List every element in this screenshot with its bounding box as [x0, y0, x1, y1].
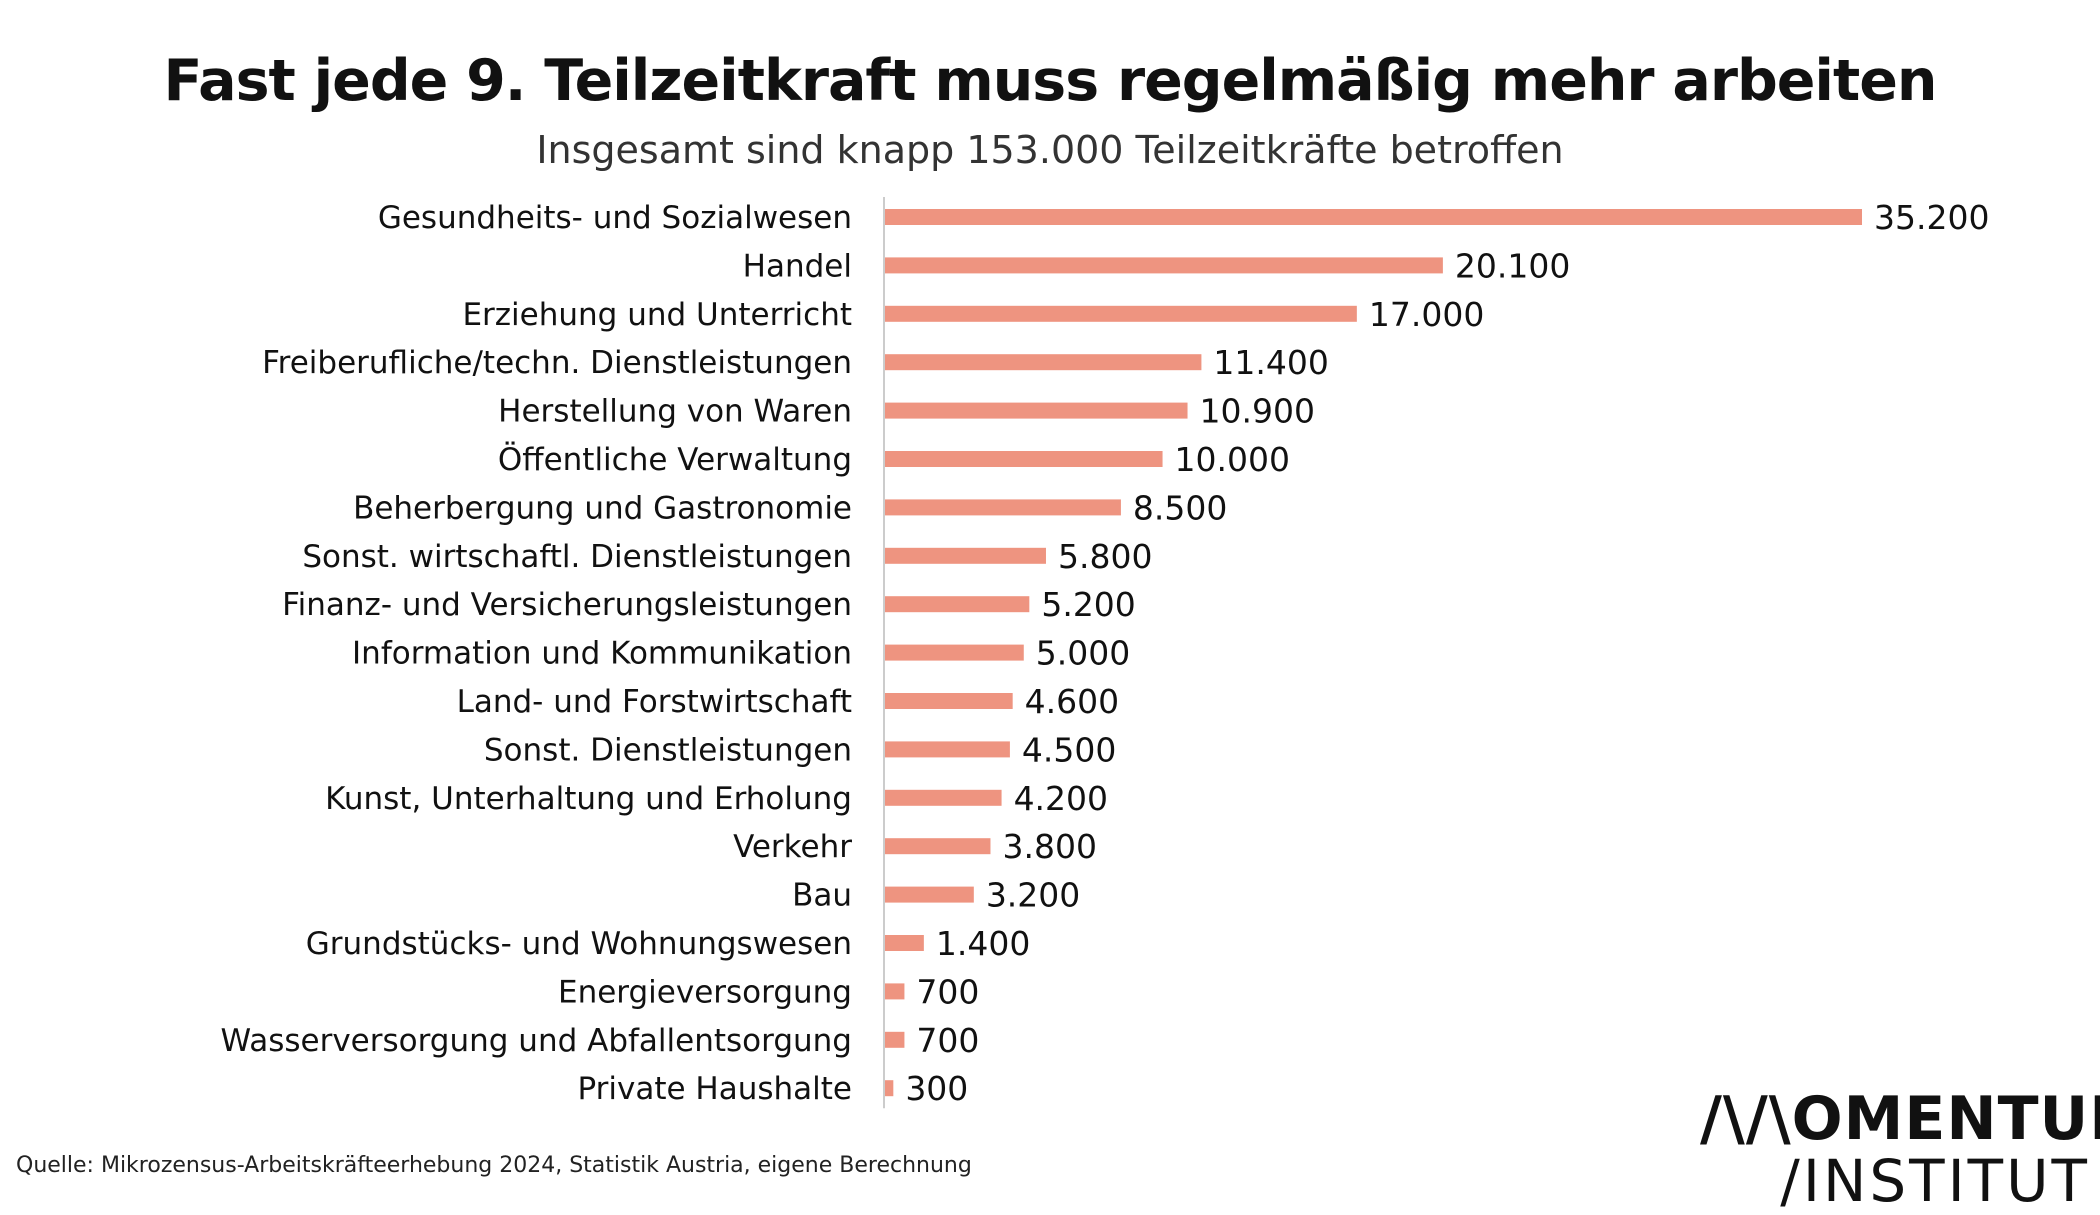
category-label: Private Haushalte	[577, 1071, 852, 1107]
category-label: Sonst. Dienstleistungen	[484, 732, 852, 768]
logo-line-1: /\/\OMENTUM	[1700, 1084, 2100, 1154]
category-label: Handel	[743, 248, 852, 284]
category-label: Wasserversorgung und Abfallentsorgung	[221, 1023, 852, 1059]
value-label: 5.000	[1036, 634, 1130, 673]
value-label: 35.200	[1874, 198, 1989, 237]
bar	[885, 499, 1121, 516]
category-label: Kunst, Unterhaltung und Erholung	[325, 781, 852, 817]
bar	[885, 305, 1357, 322]
category-label: Bau	[792, 878, 852, 914]
category-label: Herstellung von Waren	[498, 394, 852, 430]
bar	[885, 741, 1010, 758]
category-label: Land- und Forstwirtschaft	[457, 684, 852, 720]
category-label: Gesundheits- und Sozialwesen	[378, 200, 852, 236]
bar	[885, 209, 1862, 225]
category-label: Finanz- und Versicherungsleistungen	[282, 587, 852, 623]
value-label: 17.000	[1369, 295, 1484, 334]
value-label: 3.800	[1002, 827, 1096, 866]
bar	[885, 451, 1163, 467]
value-label: 5.800	[1058, 537, 1152, 576]
value-label: 4.600	[1025, 682, 1119, 721]
value-label: 8.500	[1133, 488, 1227, 527]
bar	[885, 1031, 905, 1048]
source-note: Quelle: Mikrozensus-Arbeitskräfteerhebun…	[16, 1153, 972, 1178]
value-label: 10.900	[1200, 392, 1315, 431]
bar	[885, 838, 991, 855]
category-label: Öffentliche Verwaltung	[498, 441, 852, 478]
bar	[885, 547, 1046, 564]
bar	[885, 789, 1002, 806]
value-label: 700	[916, 1021, 979, 1060]
bar	[885, 644, 1024, 661]
value-label: 700	[916, 972, 979, 1011]
bar	[885, 693, 1013, 709]
bar	[885, 596, 1030, 613]
value-label: 300	[905, 1069, 968, 1108]
category-label: Energieversorgung	[558, 974, 852, 1010]
category-label: Sonst. wirtschaftl. Dienstleistungen	[302, 539, 852, 575]
value-label: 1.400	[936, 924, 1030, 963]
value-label: 10.000	[1175, 440, 1290, 479]
bar	[885, 257, 1443, 274]
value-label: 4.200	[1014, 779, 1108, 818]
category-label: Beherbergung und Gastronomie	[353, 490, 852, 526]
bar	[885, 983, 905, 1000]
momentum-institut-logo: /\/\OMENTUM /INSTITUT	[1700, 1084, 2100, 1215]
category-label: Erziehung und Unterricht	[462, 297, 852, 333]
bar	[885, 354, 1202, 371]
category-label: Verkehr	[733, 829, 852, 865]
bar	[885, 1080, 894, 1097]
value-label: 4.500	[1022, 730, 1116, 769]
bar	[885, 402, 1188, 419]
chart-title: Fast jede 9. Teilzeitkraft muss regelmäß…	[163, 48, 1938, 114]
bar	[885, 886, 974, 903]
value-label: 11.400	[1213, 343, 1328, 382]
value-label: 20.100	[1455, 246, 1570, 285]
category-label: Freiberufliche/techn. Dienstleistungen	[262, 345, 852, 381]
bar	[885, 935, 924, 951]
logo-line-2: /INSTITUT	[1780, 1147, 2090, 1215]
category-label: Grundstücks- und Wohnungswesen	[306, 926, 852, 962]
value-label: 5.200	[1041, 585, 1135, 624]
value-label: 3.200	[986, 876, 1080, 915]
category-label: Information und Kommunikation	[352, 636, 852, 672]
chart-subtitle: Insgesamt sind knapp 153.000 Teilzeitkrä…	[536, 128, 1564, 172]
